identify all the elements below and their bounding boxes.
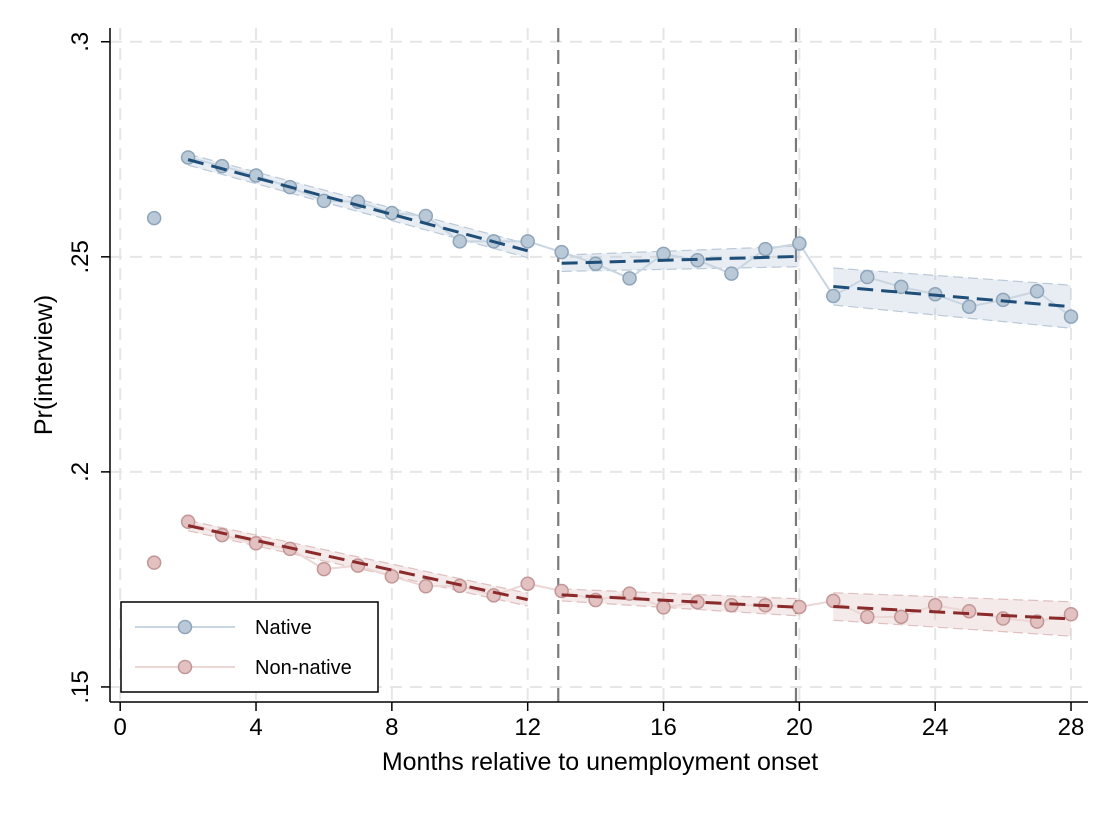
legend-native-label: Native (255, 617, 312, 639)
native-point-25 (961, 299, 977, 314)
legend-non-native-marker (177, 659, 193, 675)
native-fit-line-2 (561, 254, 800, 265)
non-native-ci-upper-2 (561, 588, 800, 600)
native-fit-line-1 (187, 158, 529, 253)
non-native-point-23 (893, 609, 909, 625)
non-native-fit-line-1 (187, 524, 529, 602)
x-tick-label-0: 0 (114, 714, 127, 741)
native-point-28 (1063, 309, 1079, 324)
x-axis-title: Months relative to unemployment onset (382, 748, 818, 776)
native-point-23 (893, 279, 909, 295)
non-native-point-4 (248, 536, 264, 551)
native-point-22 (860, 269, 875, 285)
x-tick-label-28: 28 (1058, 714, 1085, 741)
y-tick-label-.2: .2 (67, 462, 94, 482)
x-tick-label-20: 20 (786, 714, 813, 741)
native-fit-line-3 (833, 285, 1072, 309)
x-tick-label-16: 16 (650, 714, 677, 741)
non-native-point-28 (1063, 607, 1079, 622)
non-native-point-16 (656, 600, 671, 615)
axes: 0 4 8 12 16 20 24 28 .15 .2 .25 .3 (67, 28, 1088, 741)
x-tick-label-8: 8 (385, 714, 398, 741)
native-point-27 (1029, 283, 1045, 299)
legend-native-marker (177, 619, 193, 635)
native-point-12 (520, 234, 535, 249)
legend-non-native-label: Non-native (255, 657, 352, 679)
non-native-fit-line-2 (561, 593, 800, 609)
native-ci-upper-3 (833, 267, 1072, 286)
native-point-10 (452, 234, 468, 249)
native-point-1 (146, 210, 162, 226)
legend-box (120, 601, 379, 693)
data-series (146, 150, 1079, 629)
native-ci-band-2 (561, 246, 800, 272)
legend-entry-non-native: Non-native (135, 657, 352, 679)
x-tick-label-4: 4 (249, 714, 262, 741)
non-native-point-24 (927, 597, 943, 613)
native-ci-upper-1 (187, 153, 528, 245)
confidence-bands (187, 153, 1072, 637)
native-ci-lower-2 (561, 266, 800, 273)
legend: Native Non-native (120, 601, 379, 693)
native-point-20 (792, 236, 807, 251)
native-point-21 (826, 288, 841, 304)
non-native-point-25 (961, 603, 977, 619)
x-tick-label-12: 12 (514, 714, 541, 741)
non-native-point-12 (520, 576, 535, 591)
x-tick-label-24: 24 (922, 714, 949, 741)
non-native-point-6 (316, 561, 332, 577)
native-ci-lower-3 (833, 304, 1072, 329)
legend-entry-native: Native (135, 617, 312, 639)
fit-lines (187, 158, 1072, 621)
y-axis-title: Pr(interview) (30, 295, 58, 435)
native-point-19 (758, 241, 773, 257)
native-point-13 (554, 244, 569, 260)
non-native-ci-upper-3 (833, 592, 1072, 603)
non-native-point-1 (146, 555, 162, 570)
non-native-ci-band-3 (833, 592, 1072, 637)
native-point-18 (724, 266, 739, 281)
non-native-point-22 (860, 609, 875, 625)
y-tick-label-.3: .3 (67, 32, 94, 52)
native-ci-band-3 (833, 268, 1072, 329)
y-tick-label-.15: .15 (67, 670, 94, 703)
native-point-9 (418, 208, 434, 224)
non-native-point-15 (622, 586, 637, 601)
non-native-point-20 (792, 599, 807, 615)
native-point-15 (622, 271, 637, 286)
non-native-ci-upper-1 (187, 519, 528, 594)
native-point-16 (656, 246, 671, 262)
non-native-point-8 (384, 569, 400, 584)
y-tick-label-.25: .25 (67, 240, 94, 273)
non-native-fit-line-3 (833, 605, 1072, 621)
non-native-ci-lower-3 (833, 619, 1072, 637)
non-native-point-9 (418, 579, 434, 594)
